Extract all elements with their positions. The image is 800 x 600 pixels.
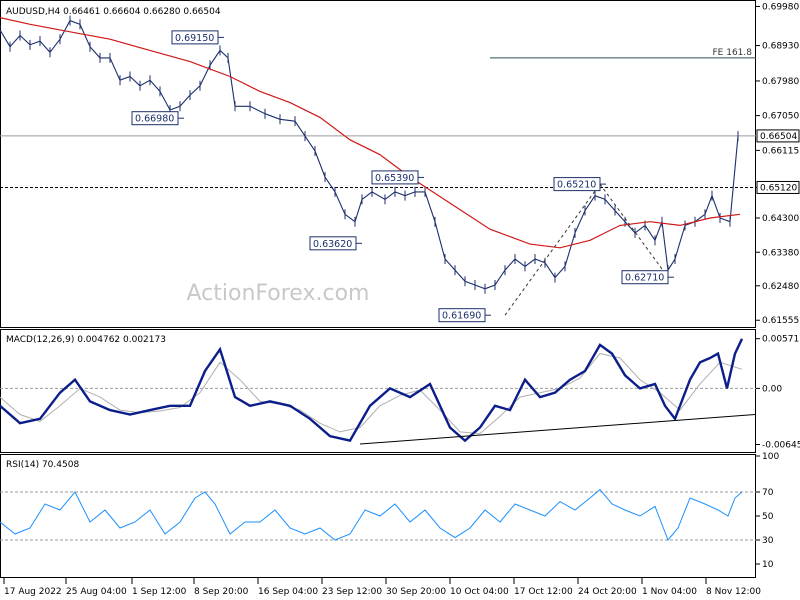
time-tick-label: 1 Nov 04:00	[642, 587, 697, 597]
time-tick-label: 17 Oct 12:00	[514, 587, 573, 597]
time-tick-label: 30 Sep 20:00	[386, 587, 446, 597]
rsi-tick-label: 100	[762, 452, 779, 462]
time-tick-label: 23 Sep 12:00	[322, 587, 382, 597]
price-header: AUDUSD,H4 0.66461 0.66604 0.66280 0.6650…	[6, 7, 221, 17]
swing-label: 0.61690	[442, 311, 481, 322]
price-axis: 0.69980 0.68930 0.67980 0.67050 0.66115 0.651…	[756, 2, 799, 326]
price-tick-label: 0.61555	[762, 316, 799, 326]
macd-tick-label: 0.00	[762, 384, 782, 394]
price-tick-label: 0.68930	[762, 42, 799, 52]
time-tick-label: 1 Sep 12:00	[132, 587, 187, 597]
macd-tick-label: 0.005717	[762, 335, 800, 345]
current-price-label: 0.66504	[760, 132, 797, 142]
price-tick-label: 0.64300	[762, 214, 799, 224]
swing-label: 0.62710	[625, 273, 664, 284]
watermark: ActionForex.com	[187, 281, 370, 306]
swing-label: 0.65210	[557, 180, 596, 191]
rsi-line	[0, 488, 743, 541]
time-tick-label: 17 Aug 2022	[4, 587, 62, 597]
swing-connector	[504, 183, 601, 316]
current-price-box	[756, 129, 800, 143]
price-lines: FE 161.8 0.66504 0.65120	[0, 48, 800, 194]
macd-signal-line	[0, 353, 743, 435]
swing-label: 0.63620	[313, 239, 352, 250]
swing-connector	[599, 183, 669, 278]
rsi-panel-frame	[0, 454, 756, 578]
macd-trendline	[359, 413, 756, 445]
swing-label: 0.65390	[375, 173, 414, 184]
rsi-tick-label: 70	[762, 488, 774, 498]
swing-label: 0.66980	[135, 114, 174, 125]
macd-header: MACD(12,26,9) 0.004762 0.002173	[6, 335, 166, 345]
macd-panel-frame	[0, 329, 756, 453]
time-axis: 17 Aug 2022 25 Aug 04:00 1 Sep 12:00 8 Sep …	[3, 578, 761, 597]
macd-line	[0, 338, 744, 443]
time-tick-label: 8 Sep 20:00	[194, 587, 249, 597]
time-tick-label: 25 Aug 04:00	[66, 587, 127, 597]
moving-average-line	[0, 17, 741, 249]
time-tick-label: 10 Oct 04:00	[450, 587, 509, 597]
swing-label: 0.69150	[175, 33, 214, 44]
rsi-header: RSI(14) 70.4508	[6, 460, 79, 470]
rsi-tick-label: 50	[762, 512, 774, 522]
rsi-tick-label: 10	[762, 560, 774, 570]
support-level-box	[756, 180, 800, 194]
swing-labels: 0.69150 0.66980 0.65390 0.63620 0.61690 0.652…	[131, 30, 674, 323]
time-tick-label: 24 Oct 20:00	[578, 587, 637, 597]
support-level-label: 0.65120	[760, 183, 797, 193]
price-tick-label: 0.69980	[762, 2, 799, 12]
price-tick-label: 0.62480	[762, 282, 799, 292]
macd-series	[0, 338, 756, 445]
price-tick-label: 0.63380	[762, 248, 799, 258]
fe-level-label: FE 161.8	[713, 48, 753, 58]
price-tick-label: 0.67980	[762, 77, 799, 87]
price-series	[0, 15, 741, 316]
rsi-tick-label: 30	[762, 536, 774, 546]
price-tick-label: 0.66115	[762, 146, 799, 156]
time-tick-label: 16 Sep 04:00	[258, 587, 318, 597]
rsi-series	[0, 488, 743, 541]
rsi-axis: 100 70 50 30 10	[0, 452, 779, 570]
time-tick-label: 8 Nov 12:00	[706, 587, 761, 597]
price-tick-label: 0.67050	[762, 112, 799, 122]
